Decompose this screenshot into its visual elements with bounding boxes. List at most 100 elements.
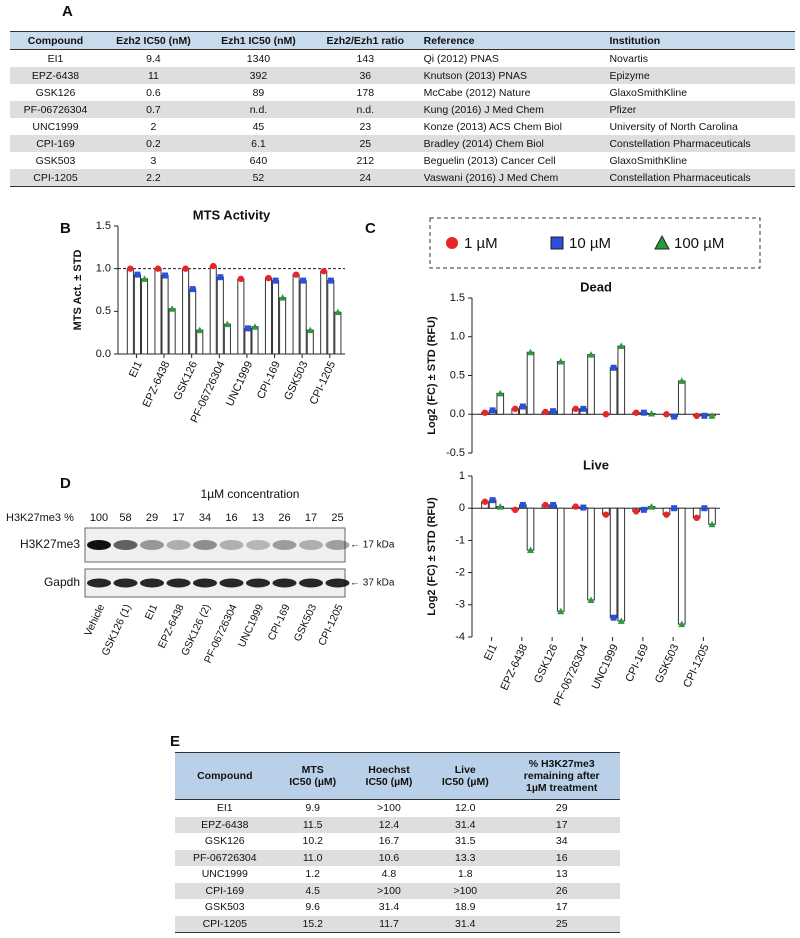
header-row: Compound Ezh2 IC50 (nM) Ezh1 IC50 (nM) Ezh2… (10, 31, 795, 50)
y-tick-label: 1.0 (450, 331, 465, 343)
data-point (154, 265, 162, 272)
legend-label: 10 µM (569, 235, 611, 252)
header-line: 1µM treatment (526, 782, 598, 794)
y-tick-label: -0.5 (446, 447, 465, 459)
data-point (693, 514, 700, 522)
bar (677, 507, 686, 625)
table-cell: 16 (503, 849, 620, 866)
table-cell: >100 (427, 882, 504, 899)
data-point (580, 504, 587, 511)
y-tick-label: 1 (459, 470, 465, 482)
table-cell: n.d. (205, 101, 311, 118)
table-row: UNC1999 1.2 4.8 1.8 13 (175, 866, 620, 883)
table-cell: University of North Carolina (609, 120, 738, 133)
data-point (306, 326, 314, 334)
lane-label: Vehicle (82, 602, 107, 638)
lane-label: CPI-1205 (316, 602, 346, 647)
data-point (168, 305, 176, 312)
data-point (602, 411, 610, 418)
table-cell: EPZ-6438 (10, 67, 101, 84)
table-cell: 31.4 (427, 915, 504, 933)
percent-value: 34 (199, 512, 211, 524)
table-cell: 17 (555, 901, 568, 914)
blot-band (193, 578, 217, 588)
data-point (602, 511, 610, 518)
bar (126, 268, 134, 355)
header-line: % H3K27me3 (528, 758, 595, 770)
row-label: Gapdh (44, 575, 80, 589)
header-line: Compound (197, 770, 253, 782)
data-point (610, 614, 617, 621)
table-cell: 212 (356, 154, 375, 167)
y-tick-label: -2 (455, 567, 465, 579)
table-cell: Epizyme (605, 67, 795, 84)
data-point (587, 596, 595, 603)
data-point (557, 607, 565, 615)
bar (237, 278, 245, 355)
x-tick-label: GSK503 (653, 642, 681, 685)
data-point (693, 412, 700, 419)
table-cell: 6.1 (205, 135, 311, 152)
table-cell: 24 (310, 169, 420, 187)
table-cell: UNC1999 (201, 868, 248, 881)
percent-value: 25 (331, 512, 343, 524)
data-point (640, 409, 647, 416)
data-point (496, 389, 504, 397)
data-point (640, 506, 647, 513)
data-point (292, 271, 300, 278)
y-tick-label: 1.0 (96, 263, 111, 275)
table-cell: Kung (2016) J Med Chem (419, 101, 606, 118)
table-row: GSK503 3 640 212 Beguelin (2013) Cancer Cell… (10, 152, 795, 169)
table-cell: 13.3 (427, 849, 504, 866)
table-row: PF-06726304 11.0 10.6 13.3 16 (175, 849, 620, 866)
table-row: GSK503 9.6 31.4 18.9 17 (175, 899, 620, 916)
data-point (210, 262, 217, 270)
y-tick-label: -4 (455, 631, 465, 643)
x-tick-label: EI1 (482, 642, 500, 662)
data-point (272, 277, 279, 284)
table-cell: 31.4 (378, 901, 400, 914)
table-cell: 1.2 (305, 868, 320, 881)
data-point (572, 405, 579, 413)
y-axis-label: Log2 (FC) ± STD (RFU) (426, 316, 438, 435)
table-cell: GSK503 (204, 901, 245, 914)
table-cell: GSK126 (35, 86, 76, 99)
data-point (217, 274, 224, 281)
table-cell: 2.2 (100, 169, 206, 187)
table-cell: GlaxoSmithKline (609, 154, 688, 167)
table-cell: 11.0 (274, 849, 351, 866)
header-line: MTS (301, 764, 324, 776)
header-cell: Live IC50 (µM) (427, 752, 504, 800)
bar (556, 361, 565, 415)
table-cell: Knutson (2013) PNAS (419, 67, 606, 84)
data-point (237, 275, 245, 283)
data-point (663, 511, 670, 518)
panel-label: B (60, 220, 71, 237)
x-tick-label: UNC1999 (590, 642, 621, 691)
table-cell: n.d. (310, 101, 420, 118)
legend-label: 1 µM (464, 235, 498, 252)
data-point (708, 520, 716, 528)
y-axis-label: MTS Act. ± STD (72, 250, 84, 331)
bar (327, 280, 335, 355)
table-cell: 10.2 (302, 835, 323, 848)
bar (306, 329, 314, 355)
table-cell: 640 (249, 154, 268, 167)
x-tick-label: GSK503 (282, 359, 310, 402)
table-cell: 9.4 (146, 52, 161, 65)
header-cell: Compound (175, 752, 275, 800)
blot-band (87, 578, 111, 588)
percent-label: H3K27me3 % (6, 512, 74, 524)
bar (526, 351, 535, 415)
table-cell: PF-06726304 (10, 101, 101, 118)
header-cell: Institution (605, 31, 795, 50)
table-cell: PF-06726304 (175, 849, 275, 866)
lane-label: GSK503 (292, 602, 320, 643)
data-point (671, 413, 678, 420)
data-point (327, 277, 334, 284)
bar (264, 277, 273, 355)
data-point (550, 408, 557, 415)
table-cell: Constellation Pharmaceuticals (605, 135, 795, 152)
data-point (648, 409, 656, 417)
x-tick-label: UNC1999 (224, 359, 255, 408)
